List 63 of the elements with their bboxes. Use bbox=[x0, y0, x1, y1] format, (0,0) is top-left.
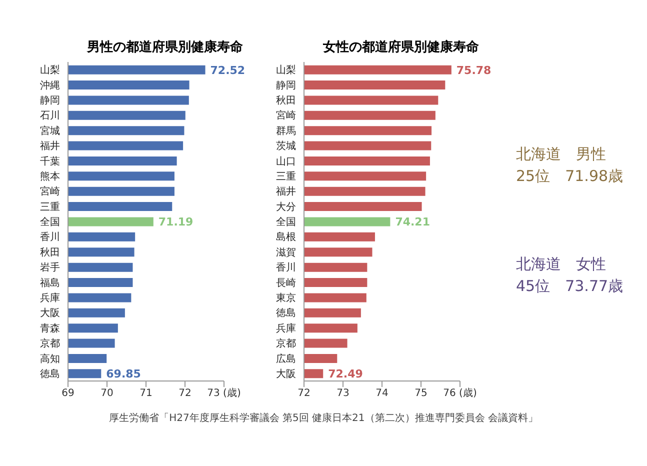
x-tick-label: 73 (歳) bbox=[207, 387, 241, 400]
x-tick-label: 75 bbox=[414, 388, 428, 400]
y-tick-label: 兵庫 bbox=[276, 322, 296, 334]
y-tick-label: 三重 bbox=[40, 200, 60, 213]
y-tick-label: 秋田 bbox=[40, 246, 60, 258]
data-label: 72.49 bbox=[328, 368, 363, 381]
x-tick-label: 72 bbox=[178, 388, 192, 400]
y-tick-label: 香川 bbox=[276, 262, 296, 274]
y-tick-label: 宮城 bbox=[40, 124, 60, 137]
y-tick-label: 福井 bbox=[276, 186, 296, 198]
y-tick-label: 香川 bbox=[40, 231, 60, 244]
x-tick-label: 74 bbox=[376, 388, 388, 400]
y-tick-label: 高知 bbox=[40, 352, 60, 365]
y-tick-label: 沖縄 bbox=[40, 79, 60, 92]
y-tick-label: 青森 bbox=[40, 322, 60, 334]
y-tick-label: 熊本 bbox=[40, 170, 60, 182]
text: 厚生労働省「H27年度厚生科学審議会 第5回 健康日本21（第二次）推進専門委員会 会議資料」 bbox=[108, 412, 539, 425]
x-tick-label: 72 bbox=[298, 388, 310, 400]
y-tick-label: 滋賀 bbox=[276, 246, 296, 258]
y-tick-label: 京都 bbox=[276, 338, 296, 350]
y-tick-label: 山梨 bbox=[40, 64, 60, 76]
data-label: 69.85 bbox=[106, 368, 141, 381]
y-tick-label: 福島 bbox=[40, 276, 60, 289]
chart-title: 男性の都道府県別健康寿命 bbox=[86, 38, 244, 57]
y-tick-label: 長崎 bbox=[276, 276, 296, 289]
data-label: 72.52 bbox=[210, 64, 246, 77]
x-tick-label: 73 bbox=[336, 388, 350, 400]
data-label: 74.21 bbox=[395, 216, 430, 229]
y-tick-label: 島根 bbox=[276, 231, 296, 244]
text: 北海道 女性 45位 73.77歳 bbox=[516, 254, 624, 297]
y-tick-label: 静岡 bbox=[40, 94, 60, 107]
y-tick-label: 広島 bbox=[276, 352, 296, 365]
x-tick-label: 76 (歳) bbox=[443, 387, 477, 400]
y-tick-label: 三重 bbox=[276, 170, 296, 182]
y-tick-label: 静岡 bbox=[276, 79, 296, 92]
x-tick-label: 71 bbox=[140, 388, 152, 400]
y-tick-label: 宮崎 bbox=[40, 186, 60, 198]
y-tick-label: 千葉 bbox=[40, 155, 60, 168]
y-tick-label: 大阪 bbox=[40, 307, 60, 320]
data-label: 75.78 bbox=[456, 64, 492, 77]
y-tick-label: 全国 bbox=[276, 216, 296, 228]
text: 北海道 男性 25位 71.98歳 bbox=[516, 144, 624, 187]
y-tick-label: 秋田 bbox=[276, 94, 296, 107]
y-tick-label: 京都 bbox=[40, 338, 60, 350]
y-tick-label: 大阪 bbox=[276, 368, 296, 380]
y-tick-label: 福井 bbox=[40, 140, 60, 152]
y-tick-label: 徳島 bbox=[40, 368, 60, 380]
y-tick-label: 宮崎 bbox=[276, 110, 296, 122]
y-tick-label: 岩手 bbox=[40, 262, 60, 274]
y-tick-label: 山梨 bbox=[276, 64, 296, 76]
data-label: 71.19 bbox=[158, 216, 194, 229]
y-tick-label: 全国 bbox=[40, 216, 60, 228]
y-tick-label: 徳島 bbox=[276, 307, 296, 320]
x-tick-label: 69 bbox=[62, 388, 74, 400]
y-tick-label: 石川 bbox=[40, 110, 60, 122]
y-tick-label: 山口 bbox=[276, 155, 296, 168]
y-tick-label: 大分 bbox=[276, 200, 296, 213]
x-tick-label: 70 bbox=[100, 388, 114, 400]
y-tick-label: 東京 bbox=[276, 292, 296, 304]
y-tick-label: 群馬 bbox=[276, 124, 296, 137]
y-tick-label: 茨城 bbox=[276, 140, 296, 152]
chart-title: 女性の都道府県別健康寿命 bbox=[322, 38, 480, 57]
y-tick-label: 兵庫 bbox=[40, 292, 60, 304]
